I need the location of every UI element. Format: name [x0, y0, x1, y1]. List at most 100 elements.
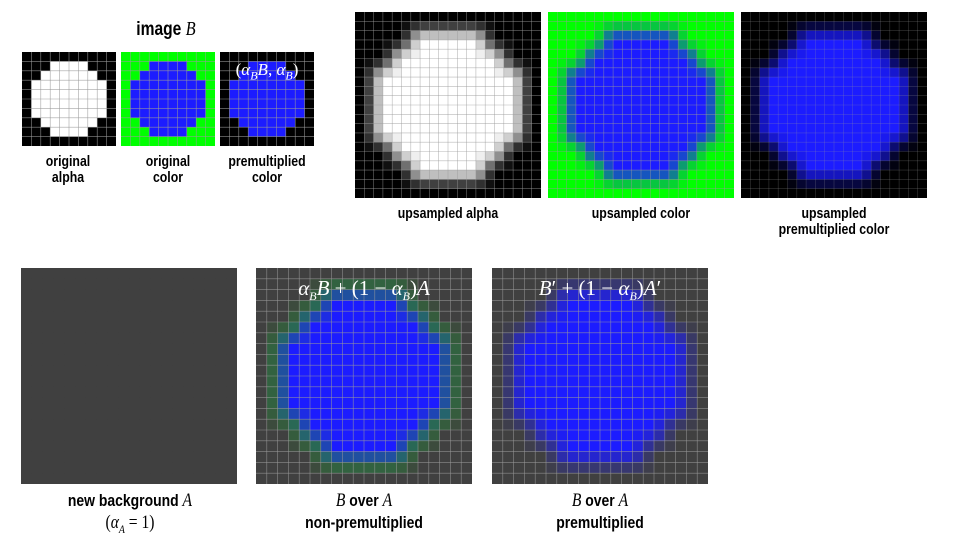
pixel-cell: [248, 61, 258, 72]
pixel-cell: [50, 127, 60, 137]
pixel-cell: [589, 300, 601, 312]
pixel-cell: [557, 39, 567, 50]
pixel-cell: [513, 151, 523, 162]
pixel-cell: [861, 105, 872, 115]
pixel-cell: [149, 70, 159, 81]
pixel-cell: [364, 408, 376, 420]
pixel-cell: [139, 61, 150, 72]
pixel-cell: [603, 132, 614, 143]
pixel-cell: [150, 419, 162, 431]
pixel-cell: [320, 289, 332, 301]
pixel-cell: [139, 289, 151, 301]
pixel-cell: [687, 188, 698, 198]
pixel-cell: [815, 151, 826, 162]
pixel-cell: [759, 30, 770, 41]
pixel-cell: [448, 188, 458, 198]
pixel-cell: [668, 105, 679, 115]
pixel-cell: [485, 151, 495, 162]
pixel-cell: [31, 343, 43, 355]
pixel-cell: [675, 300, 687, 312]
pixel-cell: [310, 397, 322, 409]
pixel-cell: [686, 397, 698, 409]
pixel-cell: [750, 132, 760, 143]
pixel-cell: [594, 170, 605, 180]
pixel-cell: [466, 30, 477, 41]
pixel-cell: [834, 49, 844, 59]
pixel-cell: [494, 49, 505, 59]
pixel-cell: [299, 386, 311, 398]
pixel-cell: [475, 67, 486, 78]
pixel-cell: [204, 419, 216, 431]
pixel-cell: [150, 365, 162, 377]
pixel-cell: [342, 300, 354, 312]
pixel-cell: [659, 86, 670, 97]
pixel-cell: [567, 322, 579, 334]
pixel-cell: [806, 12, 816, 22]
pixel-cell: [85, 408, 97, 420]
pixel-cell: [150, 408, 162, 420]
pixel-cell: [364, 397, 376, 409]
pixel-cell: [121, 89, 131, 100]
pixel-cell: [121, 52, 131, 62]
pixel-cell: [475, 170, 486, 180]
pixel-cell: [531, 95, 541, 106]
pixel-cell: [407, 365, 419, 377]
pixel-cell: [401, 188, 412, 198]
pixel-cell: [522, 114, 533, 124]
pixel-cell: [787, 67, 798, 78]
pixel-cell: [364, 86, 374, 97]
pixel-cell: [589, 462, 601, 474]
pixel-cell: [276, 70, 287, 81]
pixel-cell: [778, 67, 788, 78]
pixel-cell: [610, 300, 622, 312]
pixel-cell: [678, 86, 688, 97]
pixel-cell: [871, 151, 881, 162]
pixel-cell: [899, 21, 909, 31]
pixel-cell: [513, 451, 525, 463]
pixel-cell: [668, 49, 679, 59]
pixel-cell: [31, 365, 43, 377]
pixel-cell: [256, 354, 268, 366]
pixel-cell: [741, 188, 751, 198]
pixel-cell: [382, 188, 393, 198]
pixel-cell: [96, 473, 108, 484]
pixel-cell: [161, 365, 173, 377]
pixel-cell: [158, 89, 169, 100]
pixel-cell: [843, 77, 853, 87]
pixel-cell: [899, 39, 909, 50]
pixel-cell: [139, 376, 151, 388]
pixel-cell: [485, 77, 495, 87]
pixel-cell: [787, 21, 798, 31]
pixel-cell: [556, 343, 568, 355]
pixel-cell: [871, 77, 881, 87]
pixel-cell: [750, 77, 760, 87]
pixel-cell: [299, 451, 311, 463]
pixel-cell: [750, 49, 760, 59]
pixel-cell: [149, 127, 159, 137]
pixel-cell: [226, 419, 237, 431]
pixel-cell: [861, 114, 872, 124]
pixel-cell: [613, 30, 623, 41]
pixel-cell: [724, 58, 734, 69]
pixel-cell: [548, 142, 558, 152]
pixel-cell: [589, 430, 601, 442]
caption-over-nonpremult: B over A non-premultiplied: [305, 490, 423, 533]
pixel-cell: [420, 123, 430, 134]
pixel-cell: [578, 376, 590, 388]
pixel-cell: [787, 188, 798, 198]
pixel-cell: [106, 136, 116, 146]
pixel-cell: [675, 408, 687, 420]
pixel-cell: [59, 136, 70, 146]
pixel-cell: [31, 408, 43, 420]
pixel-cell: [392, 105, 402, 115]
pixel-cell: [461, 386, 472, 398]
pixel-cell: [843, 142, 853, 152]
pixel-cell: [503, 160, 514, 171]
pixel-cell: [53, 365, 65, 377]
pixel-cell: [513, 39, 523, 50]
pixel-cell: [494, 188, 505, 198]
pixel-cell: [392, 170, 402, 180]
pixel-cell: [824, 12, 835, 22]
pixel-cell: [401, 86, 412, 97]
pixel-cell: [64, 289, 76, 301]
